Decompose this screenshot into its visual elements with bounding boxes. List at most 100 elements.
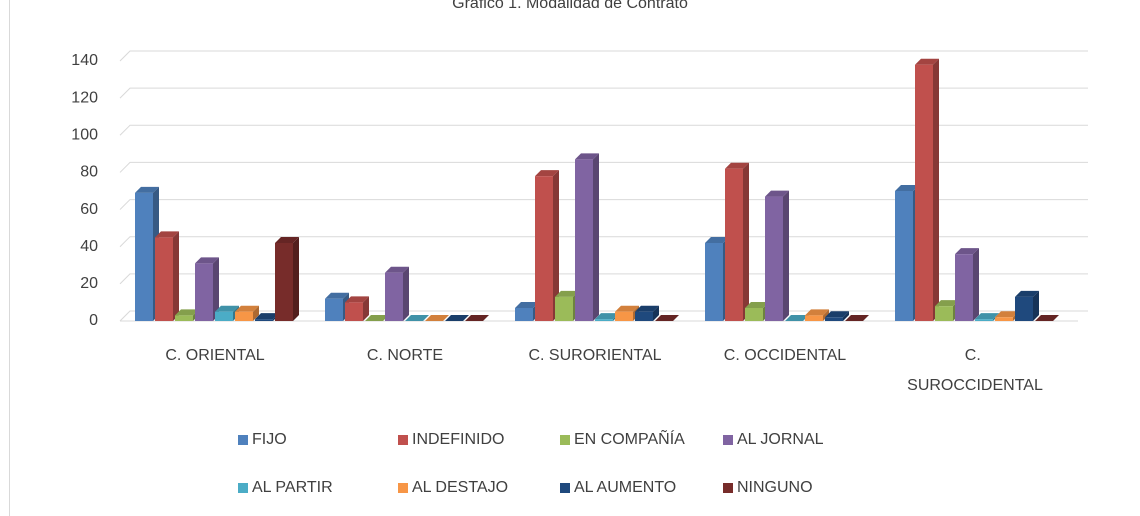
bar-top: [975, 313, 999, 320]
bar-front: [275, 243, 293, 321]
bar: [805, 309, 829, 321]
bar-side: [933, 58, 939, 321]
legend-label: AL AUMENTO: [574, 479, 676, 496]
bar-front: [555, 296, 573, 321]
legend-swatch: [723, 483, 733, 493]
bar: [535, 170, 559, 321]
bar: [825, 311, 849, 321]
bar-front: [955, 254, 973, 321]
bar-front: [635, 311, 653, 321]
bar-side: [553, 170, 559, 321]
bar: [955, 248, 979, 321]
bar-front: [725, 168, 743, 321]
legend-label: EN COMPAÑÍA: [574, 428, 685, 448]
grid-line: [119, 87, 1088, 99]
bar-front: [175, 315, 193, 321]
bar: [765, 190, 789, 321]
grid-line: [119, 236, 1088, 248]
bar: [195, 257, 219, 321]
bar: [365, 315, 389, 321]
bar-top: [385, 266, 409, 273]
bar-front: [935, 306, 953, 321]
chart-title: Gráfico 1. Modalidad de Contrato: [452, 0, 688, 12]
bar-front: [765, 196, 783, 321]
bar-top: [445, 315, 469, 321]
bar-front: [895, 191, 913, 321]
bar: [1015, 290, 1039, 321]
bar-top: [845, 315, 869, 321]
bar-front: [155, 237, 173, 321]
bar-side: [173, 231, 179, 321]
grid-line: [119, 273, 1088, 285]
bar-top: [535, 170, 559, 177]
legend-swatch: [238, 435, 248, 445]
bar-top: [1015, 290, 1039, 297]
bar-top: [705, 237, 729, 243]
bar-side: [213, 257, 219, 321]
bar-front: [235, 311, 253, 321]
bar-top: [1035, 315, 1059, 321]
legend-label: FIJO: [252, 431, 287, 448]
bar: [725, 162, 749, 321]
bar-side: [973, 248, 979, 321]
bar-front: [515, 308, 533, 321]
chart-border: [9, 0, 10, 516]
bar-top: [345, 296, 369, 303]
legend-label: NINGUNO: [737, 479, 813, 496]
bar-top: [255, 313, 279, 320]
bar-side: [843, 311, 849, 321]
bar-top: [915, 58, 939, 65]
bar-front: [535, 176, 553, 321]
bar-front: [595, 319, 613, 321]
bar-side: [253, 305, 259, 321]
grid-line: [119, 124, 1088, 136]
y-tick-label: 80: [80, 164, 98, 181]
bar-side: [783, 190, 789, 321]
bar-front: [825, 317, 843, 321]
bar-top: [895, 185, 919, 191]
y-tick-label: 20: [80, 275, 98, 292]
bar-front: [975, 319, 993, 321]
bar-top: [995, 311, 1019, 318]
y-tick-label: 120: [71, 89, 98, 106]
grid-line: [119, 161, 1088, 173]
bar-top: [465, 315, 489, 321]
bar: [635, 305, 659, 321]
bar-top: [235, 305, 259, 312]
legend-label: AL JORNAL: [737, 431, 824, 448]
bar-top: [215, 305, 239, 312]
legend-label: INDEFINIDO: [412, 431, 504, 448]
bar: [1035, 315, 1059, 321]
bar-side: [363, 296, 369, 321]
bar-front: [325, 298, 343, 321]
bar-top: [615, 305, 639, 312]
bar-top: [275, 237, 299, 243]
bar-top: [155, 231, 179, 238]
bar: [425, 315, 449, 321]
bar-front: [615, 311, 633, 321]
x-tick-label: C. SURORIENTAL: [528, 347, 661, 364]
bar-side: [293, 237, 299, 321]
bar: [345, 296, 369, 321]
bar-front: [745, 308, 763, 321]
bar-top: [175, 309, 199, 316]
bar-front: [215, 311, 233, 321]
bar: [325, 292, 349, 321]
legend-swatch: [560, 483, 570, 493]
bar-front: [135, 192, 153, 321]
legend-swatch: [723, 435, 733, 445]
legend-swatch: [560, 435, 570, 445]
bar-top: [555, 290, 579, 297]
bar-top: [745, 302, 769, 308]
bar-top: [195, 257, 219, 264]
y-tick-label: 60: [80, 201, 98, 218]
bar: [785, 315, 809, 321]
bar-front: [575, 159, 593, 321]
bar-front: [255, 319, 273, 321]
bar: [845, 315, 869, 321]
y-tick-label: 140: [71, 52, 98, 69]
bar-top: [325, 292, 349, 299]
bar-top: [785, 315, 809, 321]
bar-side: [593, 153, 599, 321]
legend-swatch: [398, 483, 408, 493]
